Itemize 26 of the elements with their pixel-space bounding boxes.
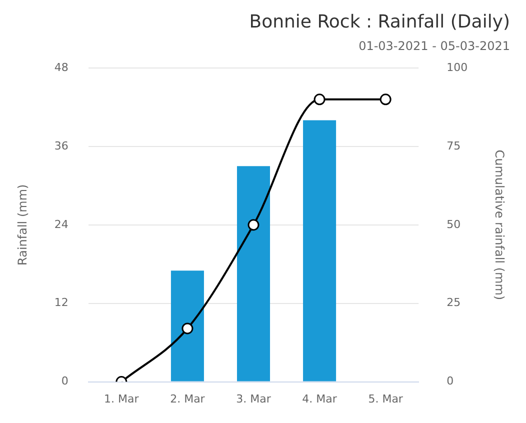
y-tick-label: 48 xyxy=(54,60,68,74)
point xyxy=(380,94,392,106)
x-tick-label: 4. Mar xyxy=(302,392,338,406)
point xyxy=(314,94,326,106)
x-tick-label: 1. Mar xyxy=(104,392,140,406)
y2-tick-label: 100 xyxy=(446,60,468,74)
y2-tick-label: 25 xyxy=(446,296,461,310)
point xyxy=(248,219,260,231)
x-tick-label: 2. Mar xyxy=(170,392,206,406)
y2-axis-title: Cumulative rainfall (mm) xyxy=(492,150,507,300)
y-tick-label: 24 xyxy=(54,218,68,231)
y-tick-label: 0 xyxy=(61,374,68,388)
x-tick-label: 5. Mar xyxy=(368,392,404,406)
y2-tick-label: 0 xyxy=(446,374,454,388)
y-axis-title: Rainfall (mm) xyxy=(15,184,30,266)
bar xyxy=(170,270,204,382)
x-tick-label: 3. Mar xyxy=(236,392,272,406)
bar xyxy=(303,120,336,382)
bar xyxy=(236,166,270,382)
y-tick-label: 12 xyxy=(54,296,68,310)
point xyxy=(182,322,194,334)
y2-tick-label: 50 xyxy=(446,218,461,231)
y-tick-label: 36 xyxy=(54,139,68,152)
y2-tick-label: 75 xyxy=(446,139,461,152)
chart-title: Bonnie Rock : Rainfall (Daily) xyxy=(249,11,510,32)
chart-subtitle: 01-03-2021 - 05-03-2021 xyxy=(358,38,510,53)
